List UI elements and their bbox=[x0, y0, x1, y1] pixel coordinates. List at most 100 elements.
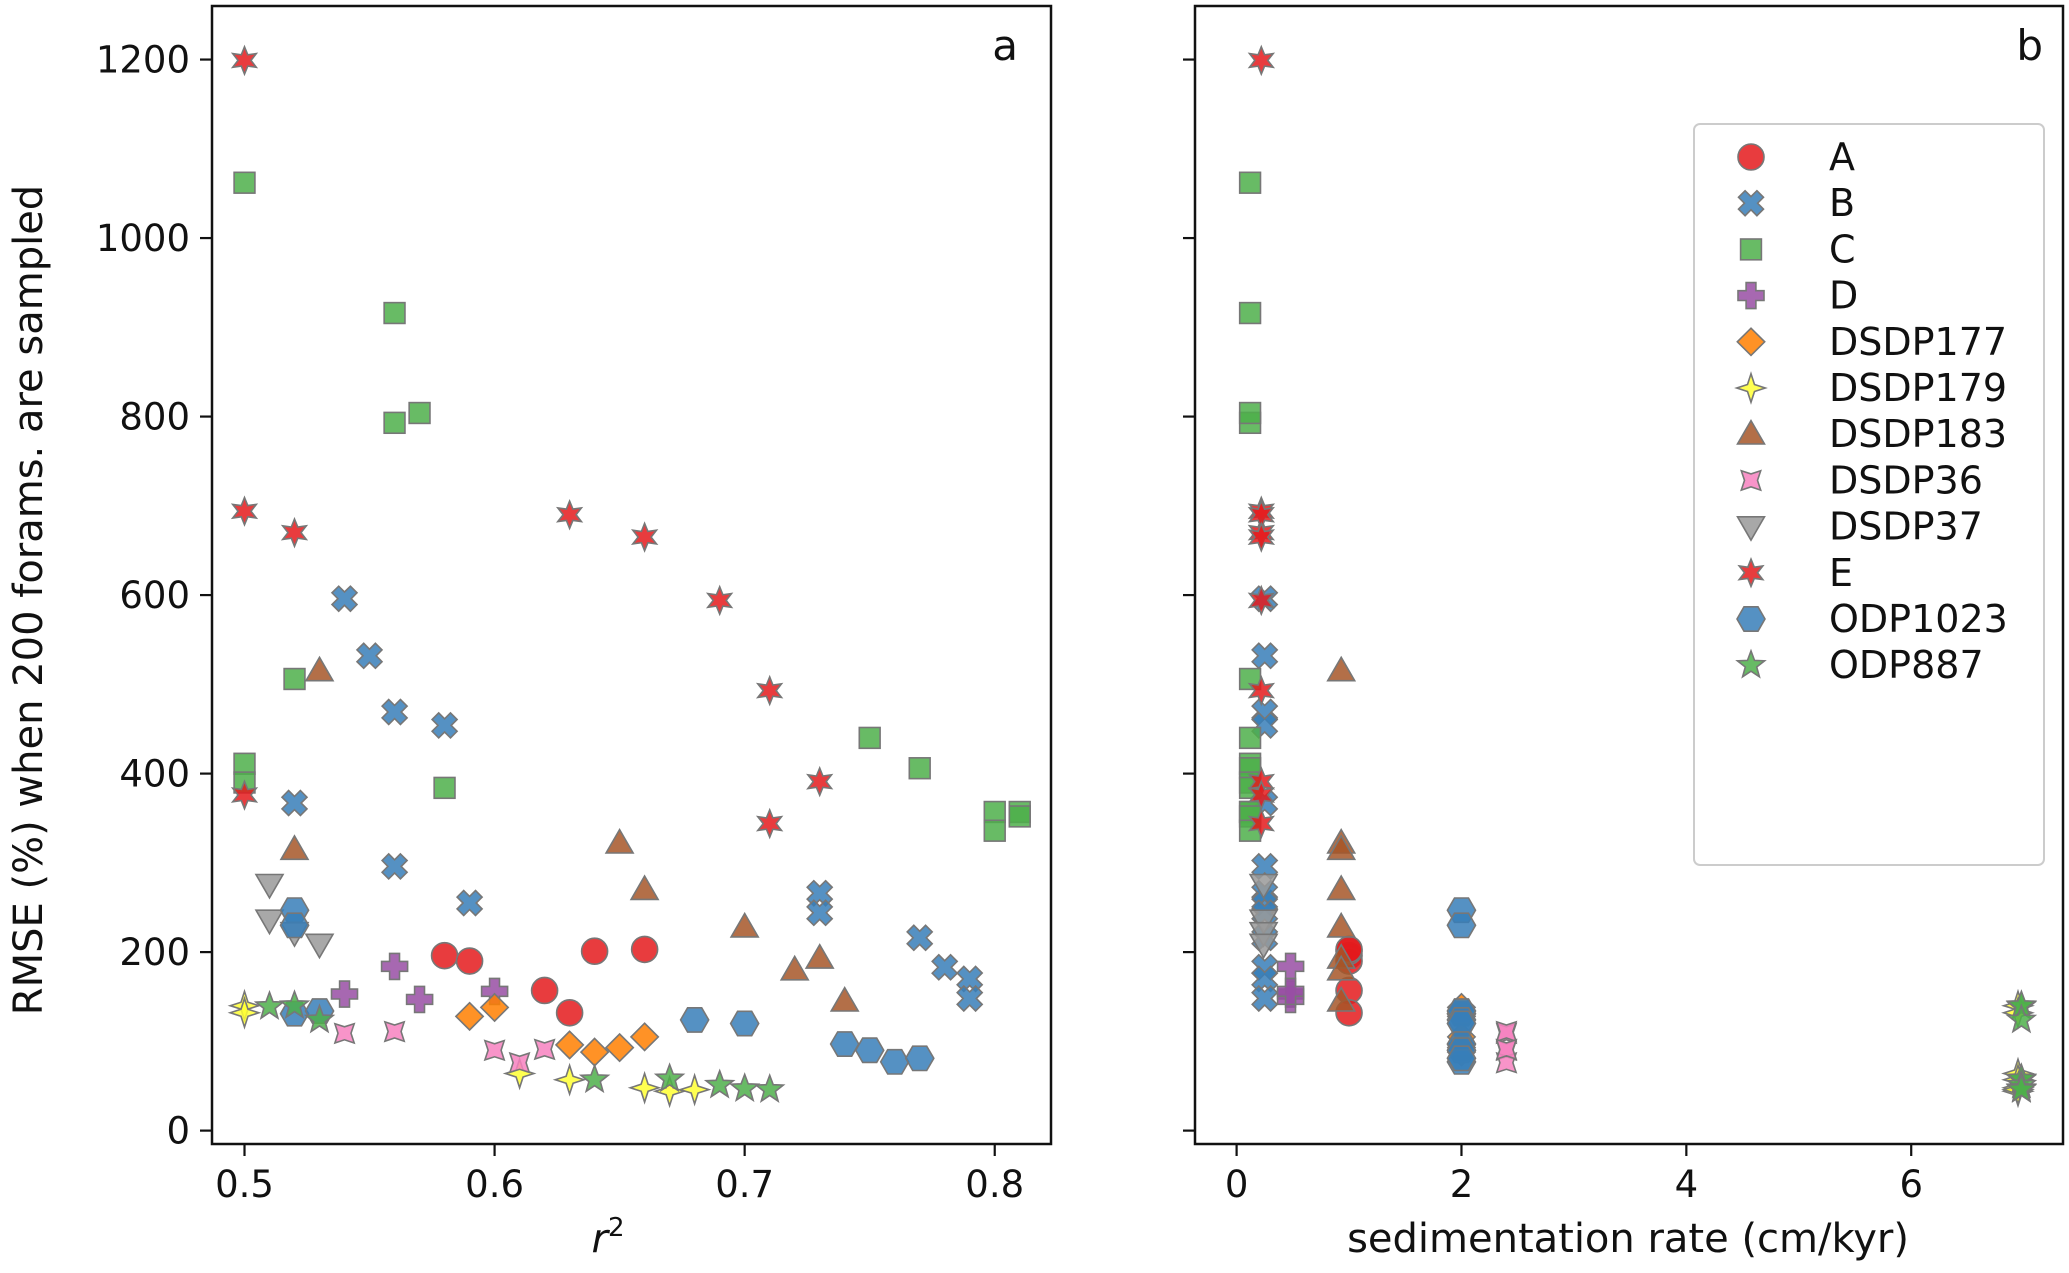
legend-marker-dsdp183 bbox=[1736, 418, 1766, 445]
point-dsdp179-a bbox=[552, 1062, 587, 1097]
point-odp887-a bbox=[253, 989, 286, 1020]
point-e-b bbox=[1247, 584, 1276, 617]
point-dsdp183-a bbox=[304, 655, 335, 682]
point-a-a bbox=[530, 976, 559, 1005]
point-dsdp183-a bbox=[604, 827, 635, 854]
panel-a-letter: a bbox=[992, 21, 1018, 70]
legend-label-dsdp36: DSDP36 bbox=[1829, 458, 1983, 502]
legend-label-dsdp37: DSDP37 bbox=[1829, 505, 1983, 549]
panel-a-xtick-label: 0.6 bbox=[465, 1163, 524, 1206]
panel-a-ticks: 0 200 400 600 800 1000 1200 0.5 0.6 0.7 0.8 bbox=[96, 39, 1024, 1206]
point-odp887-b bbox=[2005, 1003, 2038, 1034]
point-e-a bbox=[280, 516, 309, 549]
legend-label-dsdp177: DSDP177 bbox=[1829, 320, 2007, 364]
point-dsdp177-a bbox=[554, 1030, 585, 1060]
point-b-a bbox=[355, 642, 384, 670]
point-c-a bbox=[233, 171, 256, 194]
panel-b-points bbox=[1238, 44, 2038, 1109]
point-b-a bbox=[430, 711, 459, 740]
panel-a-frame bbox=[210, 4, 1053, 1146]
ytick-label: 400 bbox=[119, 753, 190, 796]
legend-marker-b bbox=[1737, 189, 1765, 217]
point-dsdp36-a bbox=[333, 1022, 356, 1045]
legend-label-odp887: ODP887 bbox=[1829, 643, 1984, 687]
point-c-a bbox=[858, 726, 881, 750]
point-c-a bbox=[233, 752, 256, 775]
point-odp887-a bbox=[578, 1063, 611, 1094]
point-dsdp179-a bbox=[627, 1070, 662, 1105]
point-odp887-a bbox=[278, 989, 311, 1020]
point-b-a bbox=[806, 899, 834, 927]
point-d-a bbox=[380, 952, 409, 981]
ytick-label: 800 bbox=[119, 396, 190, 439]
point-dsdp36-a bbox=[508, 1051, 531, 1074]
point-dsdp183-b bbox=[1326, 834, 1357, 861]
point-dsdp179-a bbox=[677, 1072, 712, 1107]
point-dsdp183-b bbox=[1326, 954, 1357, 981]
panel-a: 0 200 400 600 800 1000 1200 0.5 0.6 0.7 0.8 a r2 bbox=[96, 4, 1053, 1262]
panel-b: 0 2 4 6 b sedimentation rate (cm/kyr) bbox=[1183, 4, 2065, 1262]
legend-label-odp1023: ODP1023 bbox=[1829, 597, 2008, 641]
panel-b-letter: b bbox=[2016, 21, 2043, 70]
point-b-b bbox=[1251, 642, 1279, 670]
point-odp1023-a bbox=[279, 912, 310, 939]
point-b-a bbox=[455, 889, 484, 917]
point-b-a bbox=[956, 984, 984, 1013]
legend-label-dsdp183: DSDP183 bbox=[1829, 412, 2007, 456]
point-c-a bbox=[983, 800, 1006, 824]
point-dsdp177-a bbox=[479, 992, 510, 1023]
point-odp1023-a bbox=[829, 1031, 860, 1057]
point-c-a bbox=[383, 411, 406, 435]
point-dsdp183-a bbox=[829, 985, 860, 1012]
point-odp887-b bbox=[2005, 1073, 2038, 1103]
point-d-a bbox=[330, 980, 359, 1008]
point-b-a bbox=[330, 585, 359, 613]
point-odp887-a bbox=[703, 1068, 736, 1099]
point-e-b bbox=[1247, 807, 1276, 840]
point-odp1023-a bbox=[679, 1006, 710, 1033]
panel-a-x-axis-label-sup: 2 bbox=[608, 1213, 625, 1243]
point-b-a bbox=[280, 789, 309, 817]
legend-marker-dsdp179 bbox=[1734, 371, 1768, 405]
point-dsdp36-a bbox=[533, 1038, 556, 1061]
point-dsdp183-a bbox=[629, 874, 660, 901]
y-axis-label: RMSE (%) when 200 forams. are sampled bbox=[6, 185, 52, 1015]
panel-b-xtick-label: 0 bbox=[1225, 1163, 1249, 1206]
point-dsdp177-a bbox=[454, 1001, 485, 1032]
point-e-b bbox=[1247, 44, 1276, 77]
y-axis-label-group: RMSE (%) when 200 forams. are sampled bbox=[6, 185, 52, 1015]
point-dsdp183-a bbox=[729, 911, 760, 938]
point-b-a bbox=[906, 924, 934, 952]
point-e-a bbox=[230, 44, 259, 77]
point-c-a bbox=[983, 819, 1006, 842]
legend-label-a: A bbox=[1829, 135, 1855, 179]
point-dsdp177-a bbox=[629, 1022, 660, 1052]
point-odp1023-a bbox=[729, 1010, 760, 1037]
point-odp887-a bbox=[753, 1073, 786, 1103]
legend-marker-c bbox=[1739, 238, 1763, 261]
ytick-label: 1000 bbox=[96, 217, 190, 260]
ytick-label: 600 bbox=[119, 574, 190, 617]
point-odp1023-b bbox=[1446, 1045, 1477, 1072]
legend-marker-d bbox=[1737, 281, 1765, 310]
point-c-b bbox=[1238, 726, 1262, 750]
legend-marker-dsdp37 bbox=[1736, 515, 1766, 542]
legend-label-e: E bbox=[1829, 551, 1853, 595]
panel-b-x-axis-label: sedimentation rate (cm/kyr) bbox=[1347, 1216, 1909, 1262]
panel-a-x-axis-label-main: r bbox=[592, 1216, 611, 1262]
point-b-a bbox=[956, 965, 984, 993]
point-dsdp183-b bbox=[1326, 985, 1357, 1012]
legend-marker-odp887 bbox=[1735, 648, 1767, 679]
legend-label-dsdp179: DSDP179 bbox=[1829, 366, 2007, 410]
legend-marker-odp1023 bbox=[1736, 605, 1766, 633]
point-odp887-a bbox=[653, 1062, 686, 1093]
point-c-a bbox=[1008, 805, 1031, 828]
point-odp1023-a bbox=[904, 1045, 935, 1072]
point-dsdp183-b bbox=[1326, 911, 1357, 938]
point-e-a bbox=[755, 807, 784, 840]
legend-label-d: D bbox=[1829, 274, 1858, 318]
point-dsdp36-a bbox=[383, 1020, 406, 1043]
point-c-b bbox=[1238, 301, 1262, 325]
point-dsdp183-b bbox=[1326, 874, 1357, 901]
panel-a-xtick-label: 0.7 bbox=[715, 1163, 774, 1206]
